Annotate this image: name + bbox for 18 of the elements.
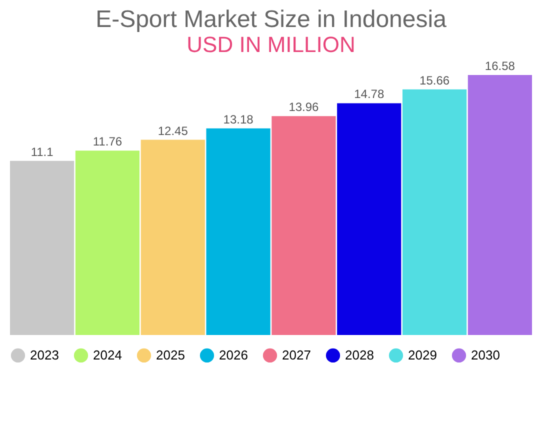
data-label: 12.45	[158, 124, 188, 138]
legend-label: 2026	[219, 347, 248, 362]
legend-label: 2023	[30, 347, 59, 362]
legend-label: 2027	[282, 347, 311, 362]
data-label: 11.76	[92, 134, 122, 149]
data-label: 15.66	[420, 73, 450, 88]
legend-label: 2028	[345, 347, 374, 362]
data-label: 14.78	[354, 87, 384, 102]
chart-subtitle: USD IN MILLION	[186, 32, 356, 57]
legend-label: 2024	[93, 347, 122, 362]
data-label: 16.58	[484, 59, 516, 73]
legend-label: 2025	[156, 347, 185, 362]
data-label: 13.18	[223, 112, 254, 126]
legend-label: 2029	[408, 347, 437, 362]
data-label: 13.96	[288, 100, 320, 114]
chart-title: E-Sport Market Size in Indonesia	[96, 6, 448, 33]
legend-label: 2030	[471, 347, 500, 362]
data-label: 11.1	[30, 144, 54, 159]
